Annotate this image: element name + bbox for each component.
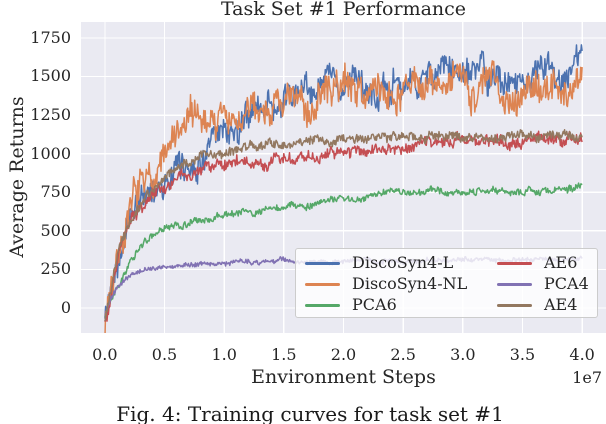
- x-axis-label: Environment Steps: [251, 366, 436, 388]
- legend-item-AE4: AE4: [497, 295, 589, 315]
- legend-item-DiscoSyn4-NL: DiscoSyn4-NL: [305, 274, 497, 294]
- y-tick-label: 1750: [30, 27, 71, 47]
- x-tick-label: 0.5: [151, 345, 178, 364]
- y-tick-label: 1500: [30, 66, 71, 86]
- legend-column: DiscoSyn4-L DiscoSyn4-NL PCA6: [305, 253, 497, 315]
- x-tick-label: 3.0: [450, 345, 476, 364]
- legend-label: DiscoSyn4-NL: [352, 274, 468, 293]
- legend-line-swatch: [305, 261, 340, 265]
- x-axis-offset-label: 1e7: [572, 368, 602, 387]
- legend-item-PCA4: PCA4: [497, 274, 589, 294]
- legend-label: PCA4: [544, 274, 589, 293]
- y-tick-label: 250: [40, 259, 71, 279]
- x-tick-label: 3.5: [509, 345, 536, 364]
- legend-line-swatch: [497, 303, 532, 307]
- series-line-AE4: [104, 129, 583, 322]
- y-tick-label: 0: [60, 297, 71, 317]
- legend-line-swatch: [497, 261, 532, 265]
- legend-item-AE6: AE6: [497, 253, 589, 273]
- legend-label: PCA6: [352, 295, 397, 314]
- plot-area: DiscoSyn4-L DiscoSyn4-NL PCA6 AE6 PCA4 AE4: [81, 22, 606, 333]
- legend-line-swatch: [305, 303, 340, 307]
- legend-line-swatch: [497, 282, 532, 286]
- legend-label: AE6: [544, 253, 578, 272]
- legend-item-PCA6: PCA6: [305, 295, 497, 315]
- legend-label: AE4: [544, 295, 578, 314]
- x-tick-label: 4.0: [569, 345, 595, 364]
- legend-line-swatch: [305, 282, 340, 286]
- x-tick-label: 1.0: [211, 345, 237, 364]
- x-tick-label: 0.0: [92, 345, 118, 364]
- x-tick-label: 2.0: [330, 345, 357, 364]
- y-axis-label: Average Returns: [6, 96, 28, 258]
- figure-caption: Fig. 4: Training curves for task set #1: [116, 402, 504, 424]
- legend-label: DiscoSyn4-L: [352, 253, 454, 272]
- chart-title: Task Set #1 Performance: [220, 0, 467, 20]
- series-line-PCA6: [104, 182, 583, 318]
- x-tick-label: 1.5: [271, 345, 297, 364]
- legend-column: AE6 PCA4 AE4: [497, 253, 589, 315]
- legend: DiscoSyn4-L DiscoSyn4-NL PCA6 AE6 PCA4 AE4: [295, 248, 598, 318]
- x-tick-label: 2.5: [390, 345, 416, 364]
- series-line-AE6: [104, 130, 583, 322]
- legend-item-DiscoSyn4-L: DiscoSyn4-L: [305, 253, 497, 273]
- series-line-DiscoSyn4-NL: [104, 60, 583, 333]
